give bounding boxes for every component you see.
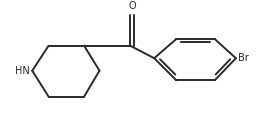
Text: Br: Br bbox=[238, 53, 249, 63]
Text: HN: HN bbox=[15, 66, 29, 76]
Text: O: O bbox=[128, 1, 136, 11]
